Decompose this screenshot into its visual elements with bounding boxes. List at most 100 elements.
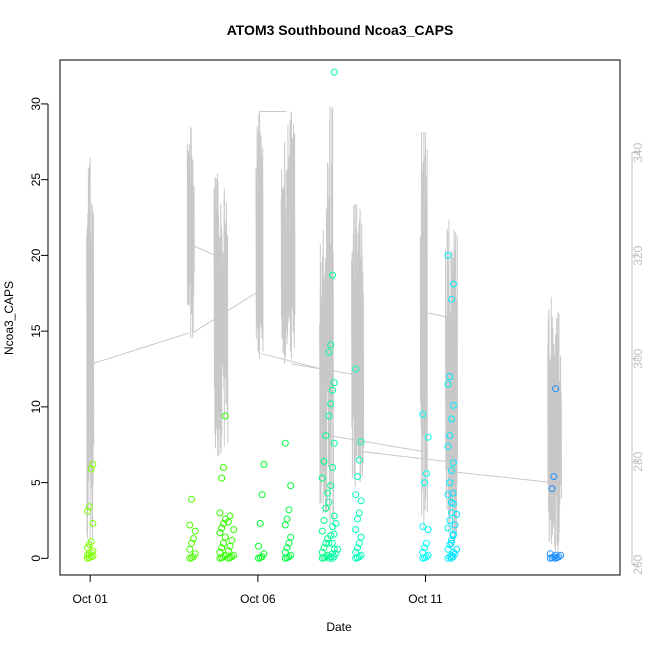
x-tick-label: Oct 11: [408, 592, 443, 606]
data-point: [260, 550, 268, 558]
data-point: [87, 538, 95, 546]
data-point: [327, 341, 335, 349]
data-point: [327, 482, 335, 490]
data-point: [548, 485, 556, 493]
data-point: [352, 526, 360, 534]
data-point: [191, 527, 199, 535]
data-point: [258, 491, 266, 499]
data-point: [330, 379, 338, 387]
x-axis-label: Date: [326, 620, 352, 634]
data-point: [552, 385, 560, 393]
data-point: [327, 532, 335, 540]
secondary-connector-0: [91, 332, 190, 365]
data-point: [216, 529, 224, 537]
data-point: [448, 509, 456, 517]
data-point: [191, 550, 199, 558]
data-point: [285, 539, 293, 547]
data-point: [352, 365, 360, 373]
data-point: [354, 544, 361, 552]
data-point: [218, 524, 226, 532]
data-point: [357, 497, 365, 505]
y-tick-label: 15: [29, 324, 43, 338]
data-point: [186, 521, 194, 529]
data-point: [555, 553, 563, 561]
secondary-tick-label: 340: [631, 142, 645, 162]
data-point: [287, 551, 295, 559]
data-point: [355, 539, 363, 547]
data-point: [283, 515, 291, 523]
data-point: [226, 512, 234, 520]
data-point: [446, 541, 454, 549]
data-point: [448, 536, 456, 544]
data-point: [449, 489, 457, 497]
data-point: [422, 539, 430, 547]
data-point: [448, 295, 456, 303]
data-point: [449, 401, 457, 409]
data-point: [444, 491, 452, 499]
y-axis: 0 5 10 15 20 25 30: [29, 97, 49, 562]
data-point: [318, 474, 326, 482]
data-point: [320, 517, 328, 524]
data-point: [327, 400, 335, 408]
data-point: [220, 539, 227, 547]
data-point: [318, 548, 326, 556]
secondary-series-layer: [86, 106, 562, 555]
data-point: [87, 465, 95, 473]
data-point: [444, 442, 452, 450]
data-point: [218, 544, 226, 552]
y-tick-label: 0: [29, 555, 43, 562]
data-point: [186, 545, 194, 553]
data-point: [419, 548, 427, 556]
plot-area-frame: [59, 59, 621, 576]
data-point: [444, 545, 452, 553]
data-point: [87, 548, 95, 556]
data-point: [228, 553, 236, 561]
data-point: [424, 526, 432, 534]
data-point: [85, 503, 93, 511]
data-point: [322, 432, 330, 440]
data-point: [89, 547, 97, 555]
secondary-connector-7: [360, 450, 450, 463]
data-point: [357, 533, 365, 541]
data-point: [325, 498, 333, 506]
data-point: [446, 373, 454, 381]
data-point: [447, 498, 455, 506]
data-point: [325, 539, 333, 547]
data-point: [546, 550, 554, 558]
data-point: [320, 544, 328, 552]
data-point: [422, 553, 430, 561]
data-point: [255, 542, 262, 550]
data-point: [329, 386, 336, 394]
data-point: [230, 551, 238, 559]
data-point: [328, 554, 336, 562]
secondary-connector-8: [425, 311, 450, 318]
data-point: [256, 520, 264, 527]
data-point: [446, 553, 454, 561]
data-point: [446, 517, 454, 524]
data-point: [285, 506, 293, 514]
data-point: [355, 456, 363, 464]
data-point: [330, 545, 338, 553]
data-point: [352, 491, 360, 499]
data-point: [332, 550, 340, 558]
data-point: [281, 548, 289, 556]
data-point: [224, 547, 232, 555]
data-point: [283, 544, 291, 552]
data-point: [444, 251, 452, 259]
y-tick-label: 5: [29, 479, 43, 486]
data-point: [421, 544, 429, 552]
data-point: [221, 533, 229, 541]
data-point: [451, 550, 459, 558]
data-point: [89, 460, 97, 468]
data-point: [334, 545, 342, 553]
data-point: [325, 348, 333, 356]
y-axis-label: Ncoa3_CAPS: [2, 281, 16, 355]
data-point: [216, 548, 224, 556]
x-axis: Oct 01 Oct 06 Oct 11: [72, 574, 443, 606]
data-point: [230, 526, 238, 534]
data-point: [451, 521, 459, 529]
chart-title: ATOM3 Southbound Ncoa3_CAPS: [227, 22, 454, 38]
secondary-tick-label: 300: [631, 348, 645, 368]
data-point: [355, 553, 363, 561]
data-point: [352, 548, 360, 556]
